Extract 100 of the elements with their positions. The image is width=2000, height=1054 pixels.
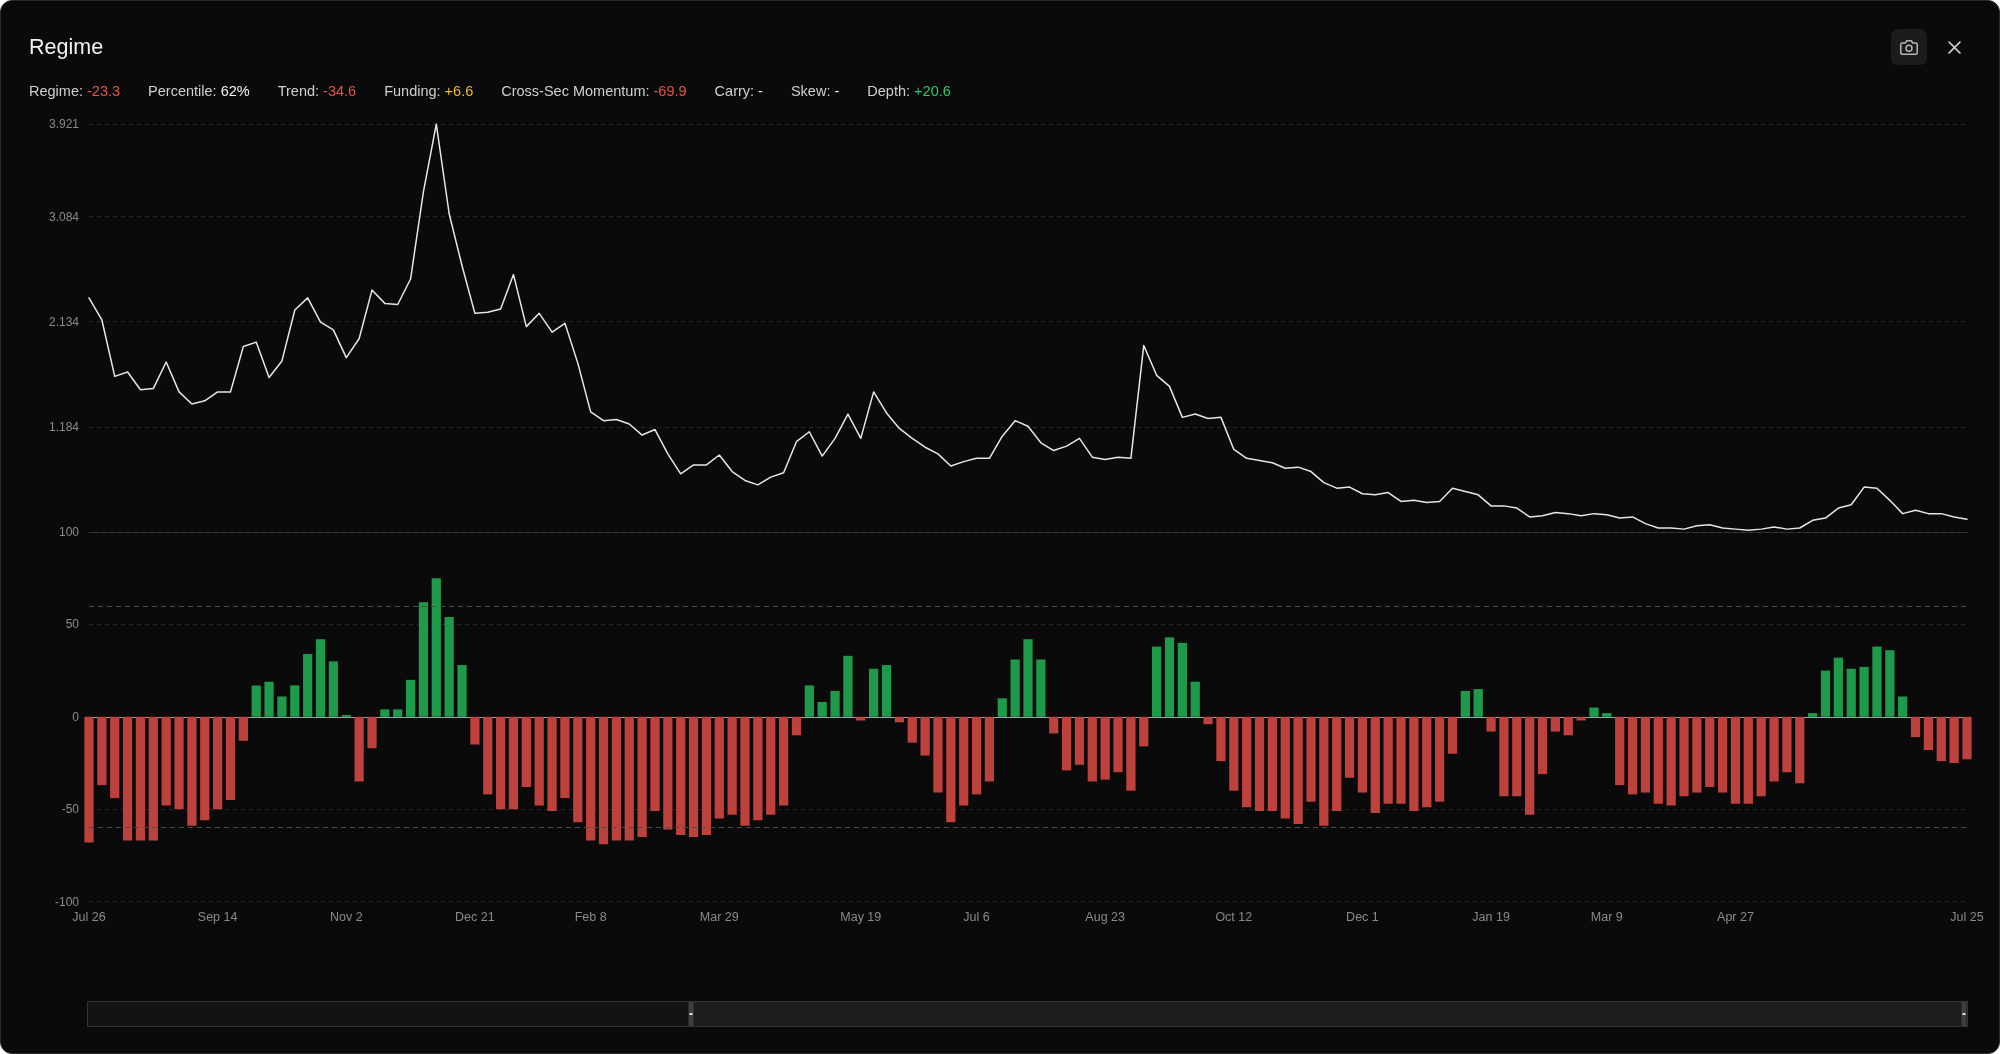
bar [367,716,377,749]
bar [238,716,248,741]
bar [1512,716,1522,797]
bar [946,716,956,823]
y-tick-label: 2.134 [48,314,80,329]
bar [1087,716,1097,782]
bar [1923,716,1934,751]
bar [714,716,724,819]
bar [1898,696,1908,717]
bar [1795,716,1805,784]
bar [1460,690,1470,717]
bar [1242,716,1252,808]
text: Trend: -34.6 [277,83,357,99]
bar [1113,716,1123,773]
bar [1010,659,1020,717]
line-series [88,123,1968,531]
bar [1164,637,1175,717]
bar [959,716,969,806]
bar [1332,716,1342,812]
x-tick-label: Oct 12 [1215,910,1253,925]
bar [354,716,364,782]
bar [1293,716,1303,824]
bar [213,716,223,810]
bar [1229,716,1239,791]
bar [174,716,184,810]
bar [624,716,634,841]
bar [521,716,531,788]
text: Skew: - [790,83,840,99]
bar [727,716,737,815]
x-tick-label: Sep 14 [197,910,238,925]
bar [1859,666,1869,717]
bar [1717,716,1728,793]
bar [264,681,274,717]
bar [766,716,776,815]
bar [315,639,326,717]
bar [804,685,814,717]
bar [778,716,789,806]
bar [1049,716,1059,734]
bar [148,716,158,841]
bar [1615,716,1625,786]
bar [187,716,197,826]
bar [444,617,454,717]
bar [161,716,171,806]
bar [971,716,982,795]
bar [1319,716,1329,826]
x-tick-label: Aug 23 [1085,910,1126,925]
y-tick-label: 50 [65,617,80,632]
bar [200,716,210,821]
bar [598,716,609,845]
bar [1666,716,1676,806]
x-tick-label: Feb 8 [574,910,607,925]
bar [1190,681,1200,717]
bar [1563,716,1573,736]
text: Cross-Sec Momentum: -69.9 [501,83,687,99]
bar [933,716,943,793]
bar [431,578,441,717]
bar [1344,716,1355,778]
bar [225,716,236,800]
bar [1267,716,1278,812]
x-tick-label: Dec 1 [1346,910,1379,925]
x-tick-label: Dec 21 [455,910,495,925]
bar [1216,716,1226,762]
text: Funding: +6.6 [384,83,474,99]
bar [573,716,583,823]
bar [997,698,1007,717]
bar [1692,716,1702,793]
bar [830,690,840,717]
bar [663,716,673,830]
bar [1203,716,1213,725]
bar [843,655,853,717]
bar [1152,646,1162,717]
bar [1936,716,1946,762]
bar [560,716,570,799]
bar [1177,642,1187,717]
x-tick-label: Nov 2 [329,910,363,925]
bar [1422,716,1432,808]
bar [1357,716,1368,793]
bar [611,716,622,841]
bar [586,716,596,841]
bar [740,716,750,826]
bar [135,716,146,841]
bar [405,679,416,717]
chart-title: Regime [29,34,104,61]
bar [110,716,120,799]
y-tick-label: -50 [61,802,80,817]
y-tick-label: 100 [58,525,80,539]
x-tick-label: Apr 27 [1717,910,1754,925]
bar [984,716,995,782]
y-tick-label: 3.084 [48,209,80,224]
bar [393,709,403,717]
bar [1808,713,1818,717]
x-tick-label: May 19 [840,910,882,925]
bar [457,665,467,717]
bar [1396,716,1406,804]
bar [791,716,802,736]
bar [1447,716,1458,754]
bar [290,685,300,717]
bar [676,716,686,836]
bar [1743,716,1753,804]
y-tick-label: 0 [72,709,80,724]
